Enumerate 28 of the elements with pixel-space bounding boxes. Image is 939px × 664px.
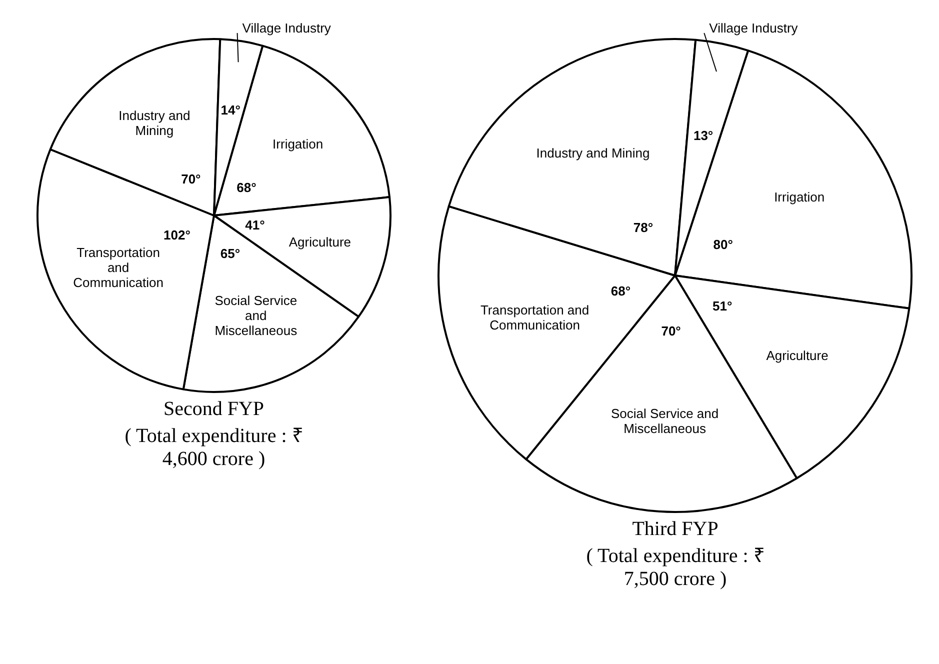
text: ( Total expenditure : ₹ 4,600 crore ) (124, 424, 304, 471)
slice-label: Transportation and Communication (480, 302, 590, 332)
data-label: 14° (220, 102, 240, 118)
slice-label: Industry and Mining (118, 108, 190, 138)
data-label: 68° (236, 180, 256, 195)
text: ( Total expenditure : ₹ 7,500 crore ) (585, 544, 766, 591)
slice-label: Village Industry (242, 20, 332, 36)
slice-label: Agriculture (766, 348, 829, 364)
slice-label: Agriculture (288, 234, 351, 250)
text: Second FYP (162, 398, 266, 421)
data-label: 70° (180, 172, 201, 187)
slice-label: Village Industry (709, 20, 799, 36)
data-label: 65° (220, 246, 240, 262)
slice-label: Irrigation (774, 189, 825, 204)
slice-label: Social Service and Miscellaneous (214, 293, 298, 338)
slice-label: Transportation and Communication (72, 245, 164, 290)
slice-label: Industry and Mining (536, 146, 650, 161)
data-label: 68° (611, 284, 631, 299)
data-label: 80° (714, 237, 734, 252)
data-label: 102° (163, 228, 190, 243)
data-label: 78° (634, 220, 654, 236)
data-label: 13° (694, 128, 714, 144)
data-label: 70° (661, 324, 682, 339)
slice-label: Social Service and Miscellaneous (611, 406, 719, 436)
slice-label: Irrigation (272, 136, 323, 152)
data-label: 41° (244, 218, 265, 233)
text: Third FYP (631, 518, 720, 541)
data-label: 51° (712, 298, 732, 314)
